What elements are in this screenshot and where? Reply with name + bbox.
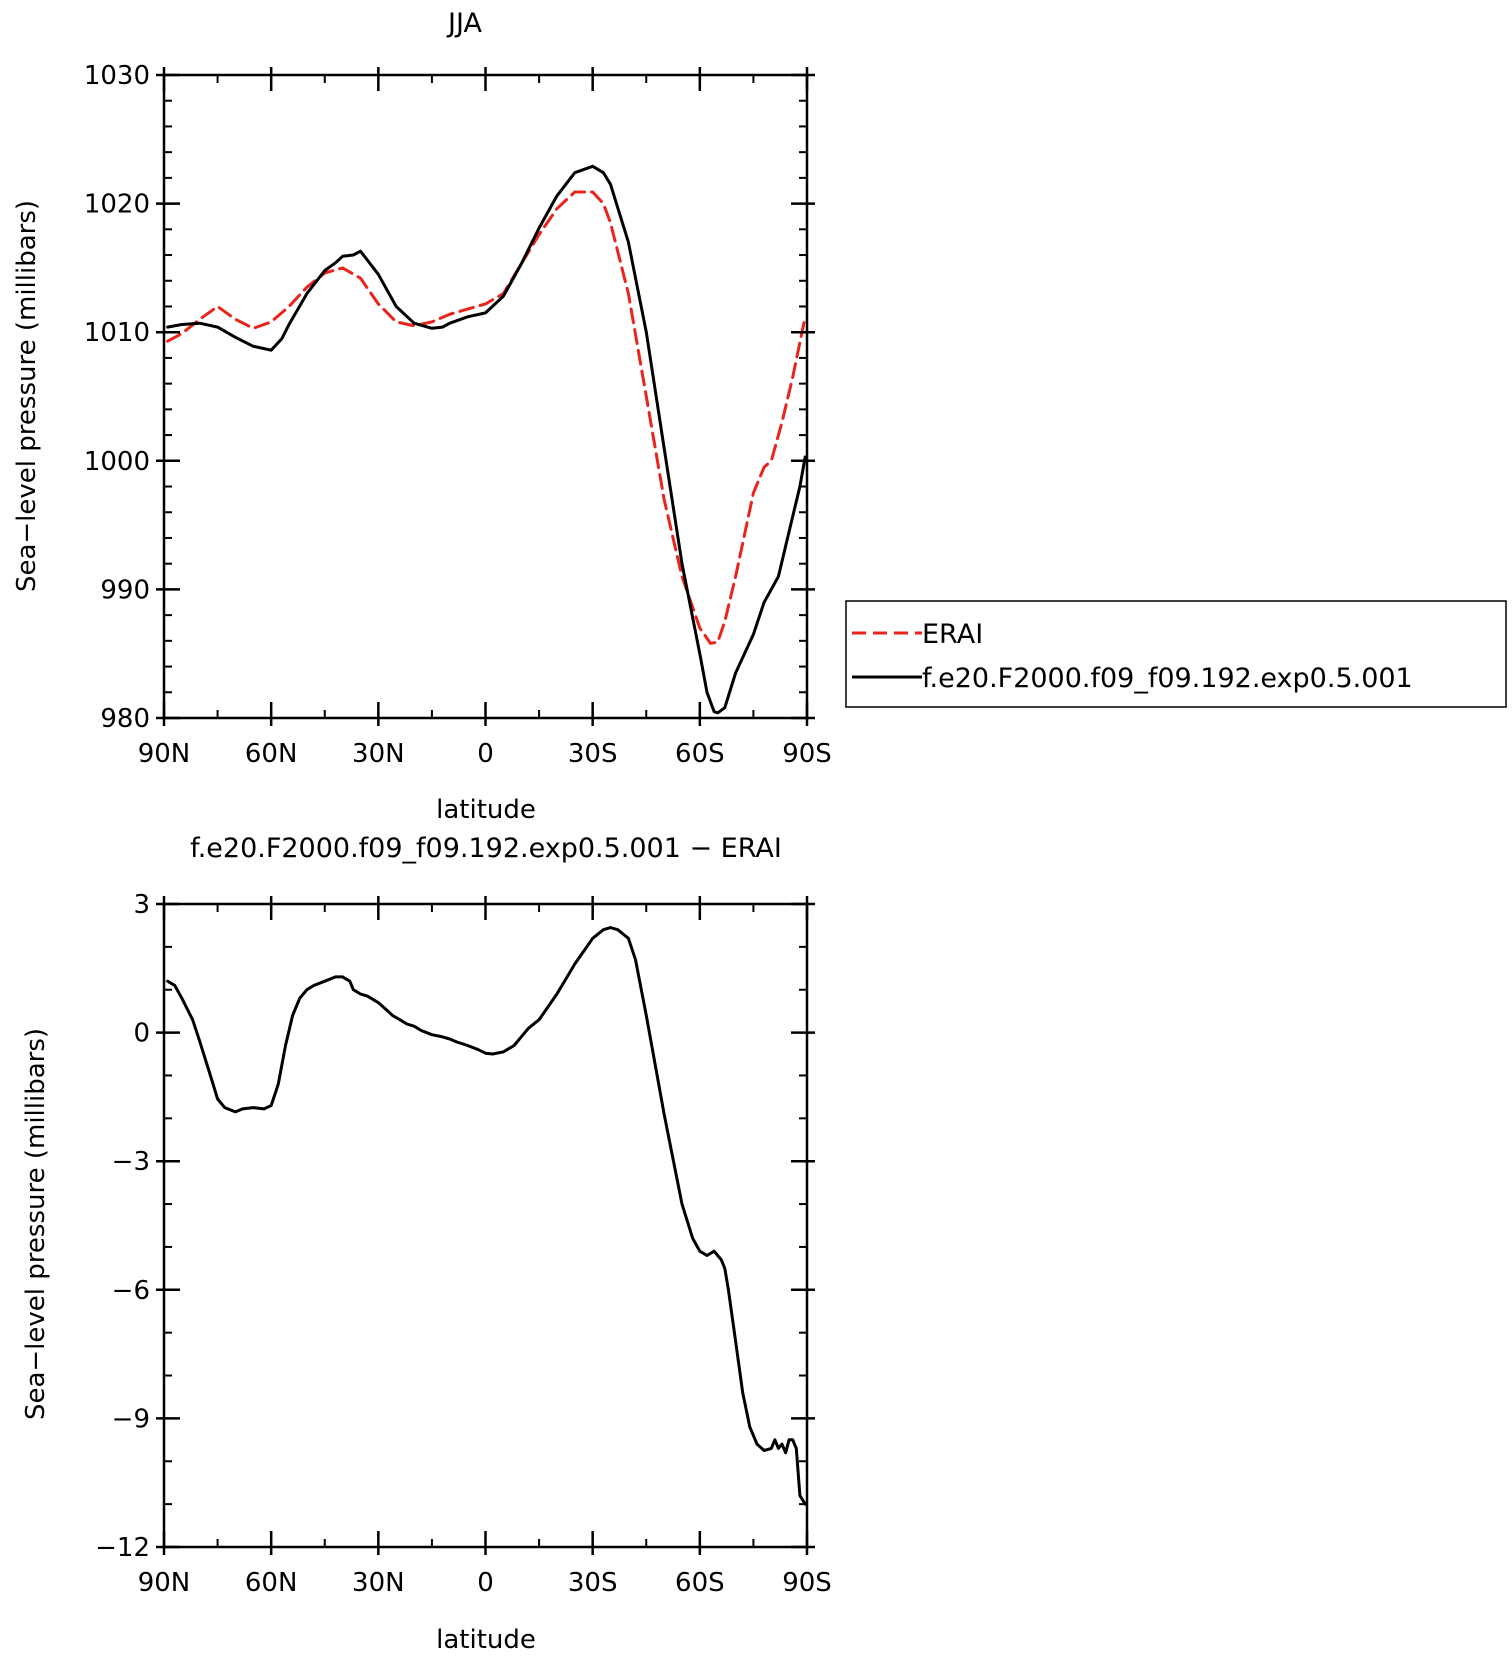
top-x-tick-label: 90S [782, 739, 832, 769]
bottom-panel-ticks [156, 896, 815, 1555]
bottom-panel-lines [166, 926, 807, 1506]
top-panel-ylabel: Sea−level pressure (millibars) [12, 200, 42, 592]
top-series-line-0 [166, 190, 807, 645]
top-panel-frame [162, 73, 809, 720]
bottom-panel: f.e20.F2000.f09_f09.192.exp0.5.001 − ERA… [21, 833, 832, 1655]
bottom-x-tick-label: 90N [138, 1568, 191, 1598]
bottom-x-tick-label: 90S [782, 1568, 832, 1598]
top-panel: JJA latitude Sea−level pressure (milliba… [12, 8, 1507, 825]
legend: ERAI f.e20.F2000.f09_f09.192.exp0.5.001 [845, 600, 1507, 708]
top-series-line-1 [166, 164, 807, 715]
bottom-y-tick-label: −12 [95, 1533, 150, 1563]
top-panel-ticks [156, 67, 815, 726]
bottom-y-tick-label: −3 [112, 1147, 150, 1177]
bottom-x-tick-label: 30N [352, 1568, 405, 1598]
bottom-x-tick-label: 60S [675, 1568, 725, 1598]
legend-box [845, 600, 1507, 708]
top-x-tick-label: 90N [138, 739, 191, 769]
top-x-tick-label: 60N [245, 739, 298, 769]
bottom-y-tick-label: 3 [133, 890, 150, 920]
bottom-series-line-0 [166, 926, 807, 1506]
top-x-tick-label: 0 [477, 739, 494, 769]
top-y-tick-label: 990 [100, 575, 150, 605]
top-y-tick-label: 1010 [84, 318, 150, 348]
bottom-x-tick-label: 60N [245, 1568, 298, 1598]
top-x-tick-label: 30N [352, 739, 405, 769]
bottom-x-tick-label: 30S [568, 1568, 618, 1598]
top-panel-y-tick-labels: 980 990 1000 1010 1020 1030 [84, 61, 150, 734]
top-x-tick-label: 60S [675, 739, 725, 769]
bottom-y-tick-label: −6 [112, 1276, 150, 1306]
top-y-tick-label: 980 [100, 704, 150, 734]
bottom-panel-xlabel: latitude [436, 1625, 536, 1654]
legend-label-model: f.e20.F2000.f09_f09.192.exp0.5.001 [922, 663, 1413, 694]
bottom-panel-y-tick-labels: −12 −9 −6 −3 0 3 [95, 890, 150, 1563]
top-y-tick-label: 1030 [84, 61, 150, 91]
bottom-y-tick-label: 0 [133, 1019, 150, 1049]
top-x-tick-label: 30S [568, 739, 618, 769]
bottom-panel-frame [162, 902, 809, 1549]
top-panel-title: JJA [446, 8, 482, 39]
top-panel-xlabel: latitude [436, 795, 536, 825]
bottom-panel-x-tick-labels: 90N 60N 30N 0 30S 60S 90S [138, 1568, 832, 1598]
top-panel-x-tick-labels: 90N 60N 30N 0 30S 60S 90S [138, 739, 832, 769]
bottom-panel-title: f.e20.F2000.f09_f09.192.exp0.5.001 − ERA… [190, 833, 782, 864]
legend-label-erai: ERAI [922, 619, 983, 650]
bottom-y-tick-label: −9 [112, 1404, 150, 1434]
top-y-tick-label: 1000 [84, 447, 150, 477]
bottom-x-tick-label: 0 [477, 1568, 494, 1598]
top-panel-lines [166, 164, 807, 715]
top-y-tick-label: 1020 [84, 190, 150, 220]
bottom-panel-ylabel: Sea−level pressure (millibars) [21, 1028, 51, 1420]
